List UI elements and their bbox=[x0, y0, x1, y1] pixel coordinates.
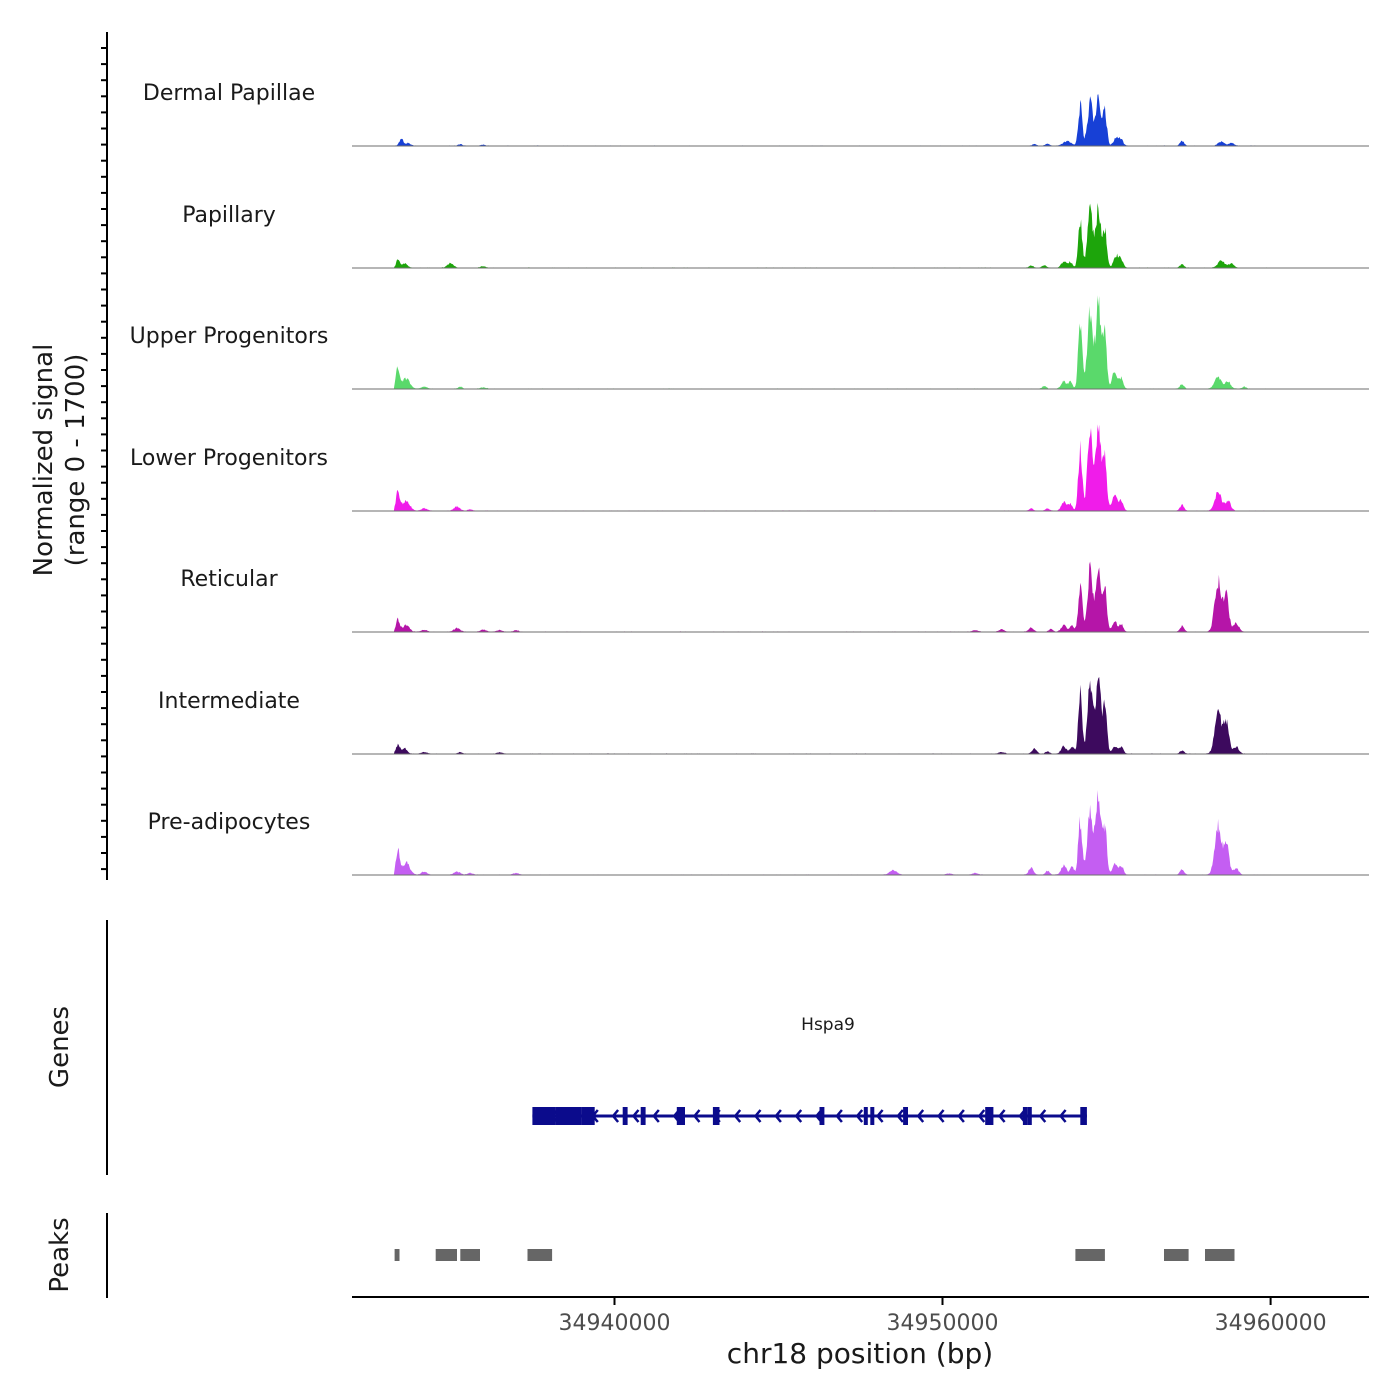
gene-strand-arrow bbox=[916, 1109, 925, 1123]
track-signal-area bbox=[352, 295, 1369, 389]
gene-strand-arrow bbox=[794, 1109, 803, 1123]
gene-exon bbox=[676, 1107, 685, 1125]
gene-exon bbox=[1022, 1107, 1028, 1125]
x-tick-label: 34950000 bbox=[887, 1311, 999, 1336]
track-label: Reticular bbox=[180, 567, 278, 592]
peak-region bbox=[527, 1249, 553, 1261]
gene-strand-arrow bbox=[855, 1109, 864, 1123]
track-6: Intermediate bbox=[158, 677, 1369, 755]
gene-strand-arrow bbox=[652, 1109, 660, 1123]
x-axis-ticks: 34940000 34950000 34960000 bbox=[559, 1297, 1327, 1336]
gene-exon bbox=[1080, 1107, 1087, 1125]
track-label: Intermediate bbox=[158, 689, 300, 714]
peak-region bbox=[1164, 1249, 1189, 1261]
track-label: Upper Progenitors bbox=[130, 324, 329, 349]
signal-axis-ticks bbox=[101, 47, 107, 871]
gene-strand-arrow bbox=[875, 1109, 884, 1123]
peak-region bbox=[394, 1249, 400, 1261]
peak-region bbox=[1205, 1249, 1235, 1261]
gene-strand-arrow bbox=[753, 1109, 762, 1123]
track-3: Upper Progenitors bbox=[130, 295, 1369, 390]
gene-exon bbox=[1027, 1107, 1032, 1125]
gene-exon bbox=[819, 1107, 825, 1125]
gene-strand-arrow bbox=[774, 1109, 782, 1123]
track-label: Lower Progenitors bbox=[130, 446, 328, 471]
track-label: Pre-adipocytes bbox=[148, 810, 311, 835]
gene-strand-arrow bbox=[1058, 1109, 1067, 1123]
peaks-panel: Peaks bbox=[45, 1213, 1235, 1298]
gene-exon bbox=[712, 1107, 720, 1125]
track-7: Pre-adipocytes bbox=[148, 790, 1369, 876]
x-tick-label: 34940000 bbox=[559, 1311, 671, 1336]
gene-strand-arrow bbox=[977, 1109, 986, 1123]
gene-strand-arrow bbox=[835, 1109, 843, 1123]
gene-strand-arrow bbox=[692, 1109, 701, 1123]
track-signal-area bbox=[352, 94, 1369, 146]
track-label: Papillary bbox=[182, 203, 276, 228]
track-2: Papillary bbox=[182, 202, 1369, 269]
gene-strand-arrow bbox=[997, 1109, 1006, 1123]
track-4: Lower Progenitors bbox=[130, 424, 1369, 512]
gene-strand-arrow bbox=[936, 1109, 945, 1123]
track-signal-area bbox=[352, 202, 1369, 268]
gene-strand-arrow bbox=[896, 1109, 904, 1123]
peak-region bbox=[435, 1249, 457, 1261]
track-signal-area bbox=[352, 424, 1369, 511]
x-tick-label: 34960000 bbox=[1215, 1311, 1327, 1336]
track-signal-area bbox=[352, 677, 1369, 754]
gene-exon bbox=[581, 1107, 595, 1125]
gene-exon bbox=[903, 1107, 908, 1125]
signal-axis: Normalized signal (range 0 - 1700) bbox=[29, 32, 108, 880]
peak-region bbox=[460, 1249, 480, 1261]
gene-exon bbox=[870, 1107, 875, 1125]
peak-region bbox=[1075, 1249, 1105, 1261]
genes-panel: Genes Hspa9 bbox=[45, 920, 1087, 1175]
gene-exon bbox=[622, 1107, 628, 1125]
track-signal-area bbox=[352, 790, 1369, 875]
gene-name-label: Hspa9 bbox=[801, 1015, 855, 1035]
track-label: Dermal Papillae bbox=[143, 81, 315, 106]
signal-ylabel-line2: (range 0 - 1700) bbox=[61, 354, 91, 567]
signal-ylabel-line1: Normalized signal bbox=[29, 344, 59, 577]
gene-strand-arrow bbox=[631, 1109, 640, 1123]
gene-exon bbox=[640, 1107, 646, 1125]
genes-label: Genes bbox=[45, 1006, 75, 1088]
peaks-label: Peaks bbox=[45, 1217, 75, 1292]
x-axis-label: chr18 position (bp) bbox=[727, 1337, 993, 1370]
gene-model bbox=[532, 1107, 1087, 1125]
gene-strand-arrow bbox=[733, 1109, 742, 1123]
peak-regions bbox=[394, 1249, 1235, 1261]
gene-exon bbox=[985, 1107, 994, 1125]
track-1: Dermal Papillae bbox=[143, 81, 1369, 147]
gene-exon bbox=[532, 1107, 556, 1125]
gene-exon bbox=[863, 1107, 868, 1125]
x-axis: 34940000 34950000 34960000 chr18 position … bbox=[352, 1296, 1369, 1370]
track-5: Reticular bbox=[180, 561, 1369, 633]
gene-strand-arrow bbox=[957, 1109, 965, 1123]
track-signal-area bbox=[352, 561, 1369, 632]
gene-strand-arrow bbox=[611, 1109, 620, 1123]
gene-strand-arrow bbox=[1038, 1109, 1047, 1123]
gene-exon bbox=[555, 1107, 582, 1125]
signal-tracks: Dermal Papillae Papillary Upper Progenitor… bbox=[130, 81, 1369, 876]
